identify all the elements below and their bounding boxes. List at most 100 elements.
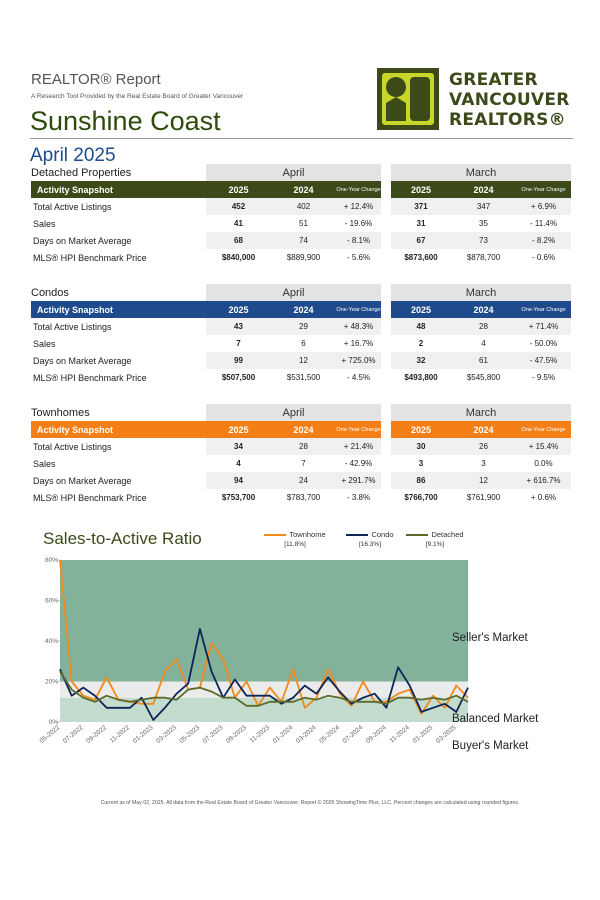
y-tick-label: 80% [45,557,58,564]
cell: 34 [206,438,271,455]
march-header: March [391,284,571,301]
cell: - 42.9% [344,459,373,468]
table-row: Days on Market Average 99 12 + 725.0% 32 61- … [31,352,571,369]
legend-item-condo: Condo [16.3%] [330,530,410,548]
legend-pct: [9.1%] [425,541,445,548]
y-tick-label: 20% [45,679,58,686]
cell: 3 [481,459,486,468]
row-label: Days on Market Average [33,355,132,366]
legend-swatch [346,534,369,537]
cell: - 4.5% [346,373,371,382]
cell: + 21.4% [336,438,381,455]
footer-note: Current as of May 02, 2025. All data fro… [100,800,520,806]
row-label: Sales [33,458,56,469]
cell: 32 [391,352,451,369]
gvr-logo: GREATER VANCOUVER REALTORS® [377,68,573,130]
cell: $761,900 [466,493,501,502]
row-label: Sales [33,218,56,229]
cell: 6 [301,339,306,348]
cell: - 0.6% [531,253,556,262]
cell: 99 [206,352,271,369]
chart-title: Sales-to-Active Ratio [43,529,202,548]
table-row: MLS® HPI Benchmark Price $753,700 $783,700… [31,489,571,506]
col-2025: 2025 [391,301,451,318]
cell: 61 [451,352,516,369]
table-row: MLS® HPI Benchmark Price $507,500 $531,500… [31,369,571,386]
cell: 12 [271,352,336,369]
cell: - 50.0% [529,339,558,348]
section-title: Townhomes [31,406,90,419]
col-2025: 2025 [391,421,451,438]
report-month: April 2025 [30,145,116,166]
x-tick-label: 05-2023 [178,724,201,745]
activity-header: Activity Snapshot [31,301,206,318]
cell: + 16.7% [343,339,374,348]
legend-swatch [264,534,287,537]
cell: 26 [451,438,516,455]
col-2025: 2025 [206,421,271,438]
balanced-market-label: Balanced Market [452,713,539,725]
cell: 35 [479,219,488,228]
cell: $493,800 [404,373,438,382]
cell: - 3.8% [346,493,371,502]
cell: 28 [271,438,336,455]
x-tick-label: 09-2022 [85,724,108,745]
logo-wordmark: GREATER VANCOUVER REALTORS® [449,70,570,130]
col-change: One-Year Change [336,421,381,438]
cell: - 8.2% [516,232,571,249]
cell: 73 [451,232,516,249]
legend-label: Detached [431,530,464,539]
cell: 3 [418,459,424,468]
table-header-row: Activity Snapshot 2025 2024 One-Year Cha… [31,301,571,318]
cell: - 5.6% [346,253,371,262]
logo-line-1: GREATER [449,70,538,90]
cell: + 12.4% [336,198,381,215]
cell: + 616.7% [516,472,571,489]
legend-label: Condo [371,530,394,539]
buyer-s-market-zone [60,697,468,722]
table-row: Sales 7 6 + 16.7% 2 4 - 50.0% [31,335,571,352]
cell: 68 [206,232,271,249]
row-label: MLS® HPI Benchmark Price [33,492,147,503]
cell: 4 [236,459,241,468]
cell: + 0.6% [530,493,557,502]
x-tick-label: 07-2024 [342,724,365,745]
x-tick-label: 11-2024 [389,724,412,745]
legend-swatch [406,534,429,537]
cell: 347 [451,198,516,215]
row-label: Days on Market Average [33,475,132,486]
cell: $766,700 [404,493,438,502]
cell: - 9.5% [531,373,556,382]
cell: 2 [418,339,424,348]
col-2024: 2024 [271,181,336,198]
cell: 0.0% [534,459,553,468]
x-tick-label: 07-2023 [202,724,225,745]
col-2024: 2024 [451,301,516,318]
x-tick-label: 09-2023 [225,724,248,745]
cell: $889,900 [286,253,321,262]
col-change: One-Year Change [336,301,381,318]
col-2024: 2024 [271,301,336,318]
cell: - 8.1% [336,232,381,249]
cell: + 48.3% [336,318,381,335]
table-row: Sales 41 51 - 19.6% 31 35 - 11.4% [31,215,571,232]
condo-series-line [59,628,469,721]
cell: 7 [236,339,241,348]
cell: 12 [451,472,516,489]
legend-pct: [16.3%] [358,541,382,548]
cell: 74 [271,232,336,249]
cell: - 47.5% [516,352,571,369]
table-row: Sales 4 7 - 42.9% 3 3 0.0% [31,455,571,472]
col-2024: 2024 [271,421,336,438]
table-header-row: Activity Snapshot 2025 2024 One-Year Cha… [31,421,571,438]
x-tick-label: 01-2023 [132,724,155,745]
region-title: Sunshine Coast [30,106,221,136]
cell: 48 [391,318,451,335]
cell: $783,700 [286,493,321,502]
table-row: Days on Market Average 68 74- 8.1% 67 73- 8.… [31,232,571,249]
detached-table: Detached Properties April March Activity… [31,164,571,266]
cell: 30 [391,438,451,455]
april-header: April [206,284,381,301]
y-tick-label: 60% [45,598,58,605]
cell: $873,600 [404,253,438,262]
